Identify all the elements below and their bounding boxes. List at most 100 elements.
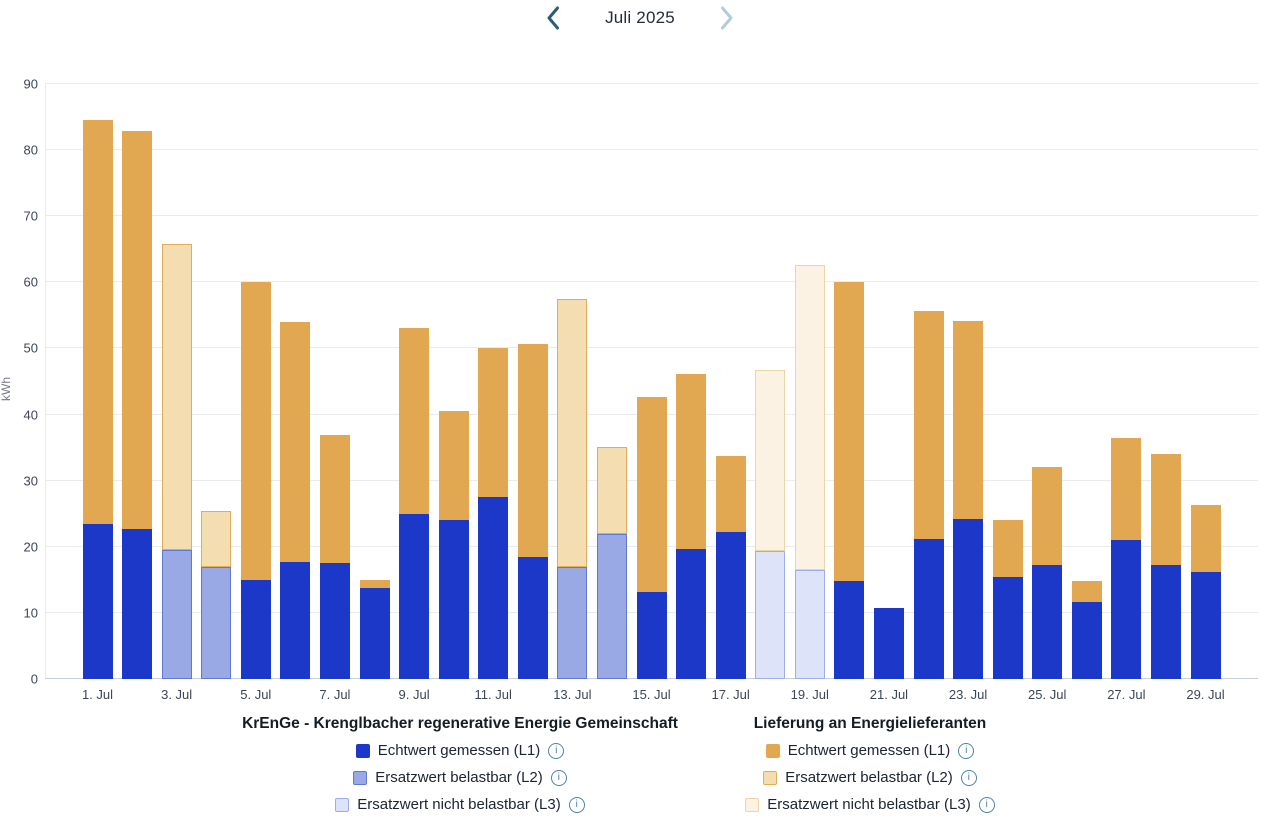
bar-segment 10. Jul Lieferung Echtwert gemessen (L1) 16.4 kWh[interactable] [438,411,469,520]
bar-segment 22. Jul Lieferung Echtwert gemessen (L1) 34.5 kWh[interactable] [913,310,944,539]
bar-segment 5. Jul Lieferung Echtwert gemessen (L1) 45.1 kWh[interactable] [240,281,271,580]
bar-segment 15. Jul Lieferung Echtwert gemessen (L1) 29.4 kWh[interactable] [636,397,667,592]
x-tick-label: 17. Jul [711,687,750,702]
x-tick-label: 11. Jul [474,687,512,702]
x-tick-label: 25. Jul [1028,687,1067,702]
chevron-left-icon [547,6,559,30]
info-icon[interactable]: i [958,742,975,759]
bar-segment 28. Jul Lieferung Echtwert gemessen (L1) 16.9 kWh[interactable] [1150,453,1181,566]
bar-segment 6. Jul Lieferung Echtwert gemessen (L1) 36.3 kWh[interactable] [280,322,311,562]
legend-item: Ersatzwert nicht belastbar (L3) i [170,791,750,818]
y-tick-label-20: 20 [23,539,38,555]
bar-segment 12. Jul Lieferung Echtwert gemessen (L1) 32.3 kWh[interactable] [517,343,548,558]
info-icon[interactable]: i [550,769,567,786]
gridline-90 [45,83,1258,84]
x-tick-label: 9. Jul [398,687,430,702]
bar-segment 8. Jul Lieferung Echtwert gemessen (L1) 1.2 kWh[interactable] [359,579,390,588]
bar-segment 7. Jul KrEnGe Echtwert gemessen (L1) 17.5 kWh[interactable] [319,563,350,679]
bar-segment 24. Jul Lieferung Echtwert gemessen (L1) 8.6 kWh[interactable] [992,520,1023,578]
bar-segment 14. Jul KrEnGe Ersatzwert belastbar (L2) 22 kWh[interactable] [596,533,627,679]
bar-segment 18. Jul KrEnGe Ersatzwert nicht belastbar (L3) 19.4 kWh[interactable] [755,550,786,679]
bar-segment 23. Jul Lieferung Echtwert gemessen (L1) 29.9 kWh[interactable] [953,321,984,520]
bar-segment 19. Jul Lieferung Ersatzwert nicht belastbar (L3) 46.1 kWh[interactable] [794,265,825,570]
bar-segment 19. Jul KrEnGe Ersatzwert nicht belastbar (L3) 16.5 kWh[interactable] [794,569,825,679]
bar-segment 24. Jul KrEnGe Echtwert gemessen (L1) 15.4 kWh[interactable] [992,577,1023,679]
info-icon[interactable]: i [978,796,995,813]
bar-segment 11. Jul KrEnGe Echtwert gemessen (L1) 27.5 kWh[interactable] [478,497,509,679]
bar-segment 4. Jul KrEnGe Ersatzwert belastbar (L2) 16.9 kWh[interactable] [201,567,232,679]
bar-segment 25. Jul Lieferung Echtwert gemessen (L1) 14.8 kWh[interactable] [1032,467,1063,566]
bar-segment 9. Jul KrEnGe Echtwert gemessen (L1) 24.9 kWh[interactable] [399,514,430,679]
gridline-60 [45,281,1258,283]
bar-segment 16. Jul Lieferung Echtwert gemessen (L1) 26.5 kWh[interactable] [676,374,707,550]
legend-item: Ersatzwert belastbar (L2) i [725,764,1015,791]
bar-segment 20. Jul Lieferung Echtwert gemessen (L1) 45.3 kWh[interactable] [834,281,865,582]
legend-delivery-title: Lieferung an Energielieferanten [753,715,987,732]
legend-item-label: Ersatzwert nicht belastbar (L3) [357,796,561,813]
bar-segment 9. Jul Lieferung Echtwert gemessen (L1) 28.2 kWh[interactable] [399,327,430,515]
bar-segment 12. Jul KrEnGe Echtwert gemessen (L1) 18.4 kWh[interactable] [517,557,548,679]
bar-segment 13. Jul KrEnGe Ersatzwert belastbar (L2) 16.9 kWh[interactable] [557,567,588,679]
legend-swatch-lieferung-l3 [745,797,760,812]
bar-segment 16. Jul KrEnGe Echtwert gemessen (L1) 19.6 kWh[interactable] [676,549,707,679]
x-tick-label: 15. Jul [632,687,671,702]
y-tick-label-0: 0 [30,671,38,687]
y-tick-label-70: 70 [23,208,38,224]
bar-segment 17. Jul Lieferung Echtwert gemessen (L1) 11.6 kWh[interactable] [715,455,746,533]
gridline-70 [45,215,1258,217]
x-tick-label: 13. Jul [553,687,592,702]
legend-item-label: Ersatzwert belastbar (L2) [375,769,543,786]
bar-segment 1. Jul Lieferung Echtwert gemessen (L1) 61 kWh[interactable] [82,120,113,524]
bar-segment 27. Jul KrEnGe Echtwert gemessen (L1) 21 kWh[interactable] [1111,540,1142,679]
bar-segment 14. Jul Lieferung Ersatzwert belastbar (L2) 13.1 kWh[interactable] [596,446,627,534]
bar-segment 13. Jul Lieferung Ersatzwert belastbar (L2) 40.6 kWh[interactable] [557,298,588,568]
bar-segment 26. Jul KrEnGe Echtwert gemessen (L1) 11.7 kWh[interactable] [1071,601,1102,679]
bar-segment 3. Jul Lieferung Ersatzwert belastbar (L2) 46.3 kWh[interactable] [161,244,192,551]
y-axis-line [45,84,46,679]
legend-swatch-krenge-l2 [353,770,368,785]
x-tick-label: 5. Jul [240,687,272,702]
legend-item: Ersatzwert nicht belastbar (L3) i [725,791,1015,818]
bar-segment 23. Jul KrEnGe Echtwert gemessen (L1) 24.2 kWh[interactable] [953,519,984,679]
bar-segment 2. Jul Lieferung Echtwert gemessen (L1) 60.2 kWh[interactable] [122,130,153,529]
bar-segment 17. Jul KrEnGe Echtwert gemessen (L1) 22.2 kWh[interactable] [715,532,746,679]
bar-segment 28. Jul KrEnGe Echtwert gemessen (L1) 17.2 kWh[interactable] [1150,565,1181,679]
gridline-80 [45,149,1258,151]
bar-segment 27. Jul Lieferung Echtwert gemessen (L1) 15.5 kWh[interactable] [1111,437,1142,541]
bar-segment 18. Jul Lieferung Ersatzwert nicht belastbar (L3) 27.3 kWh[interactable] [755,370,786,551]
info-icon[interactable]: i [548,742,565,759]
legend-delivery: Lieferung an Energielieferanten Echtwert… [725,715,1015,818]
bar-segment 10. Jul KrEnGe Echtwert gemessen (L1) 24.1 kWh[interactable] [438,519,469,679]
bar-segment 6. Jul KrEnGe Echtwert gemessen (L1) 17.7 kWh[interactable] [280,561,311,679]
bar-segment 2. Jul KrEnGe Echtwert gemessen (L1) 22.7 kWh[interactable] [122,528,153,679]
bar-segment 29. Jul Lieferung Echtwert gemessen (L1) 10.1 kWh[interactable] [1190,505,1221,572]
bar-segment 5. Jul KrEnGe Echtwert gemessen (L1) 15 kWh[interactable] [240,579,271,679]
x-tick-label: 23. Jul [948,687,988,702]
bar-segment 11. Jul Lieferung Echtwert gemessen (L1) 22.5 kWh[interactable] [478,348,509,498]
legend-swatch-krenge-l1 [355,743,370,758]
bar-segment 22. Jul KrEnGe Echtwert gemessen (L1) 21.2 kWh[interactable] [913,538,944,679]
bar-segment 25. Jul KrEnGe Echtwert gemessen (L1) 17.2 kWh[interactable] [1032,565,1063,679]
y-axis-label: kWh [0,377,13,401]
bar-segment 26. Jul Lieferung Echtwert gemessen (L1) 3.2 kWh[interactable] [1071,580,1102,602]
bar-segment 8. Jul KrEnGe Echtwert gemessen (L1) 13.8 kWh[interactable] [359,587,390,679]
y-tick-label-10: 10 [23,605,38,621]
legend-item-label: Ersatzwert belastbar (L2) [785,769,953,786]
bar-segment 7. Jul Lieferung Echtwert gemessen (L1) 19.4 kWh[interactable] [319,435,350,564]
x-tick-label: 7. Jul [319,687,351,702]
y-tick-label-30: 30 [23,473,38,489]
bar-segment 15. Jul KrEnGe Echtwert gemessen (L1) 13.2 kWh[interactable] [636,591,667,679]
bar-segment 4. Jul Lieferung Ersatzwert belastbar (L2) 8.5 kWh[interactable] [201,511,232,568]
info-icon[interactable]: i [568,796,585,813]
bar-segment 3. Jul KrEnGe Ersatzwert belastbar (L2) 19.5 kWh[interactable] [161,550,192,679]
bar-segment 1. Jul KrEnGe Echtwert gemessen (L1) 23.5 kWh[interactable] [82,523,113,679]
bar-segment 21. Jul KrEnGe Echtwert gemessen (L1) 10.8 kWh[interactable] [873,607,904,679]
legend-swatch-lieferung-l2 [763,770,778,785]
info-icon[interactable]: i [960,769,977,786]
bar-segment 29. Jul KrEnGe Echtwert gemessen (L1) 16.2 kWh[interactable] [1190,571,1221,679]
next-month-button[interactable] [713,3,741,33]
bar-segment 20. Jul KrEnGe Echtwert gemessen (L1) 14.8 kWh[interactable] [834,581,865,679]
month-label: Juli 2025 [605,8,675,27]
x-tick-label: 1. Jul [81,687,114,702]
previous-month-button[interactable] [539,3,567,33]
